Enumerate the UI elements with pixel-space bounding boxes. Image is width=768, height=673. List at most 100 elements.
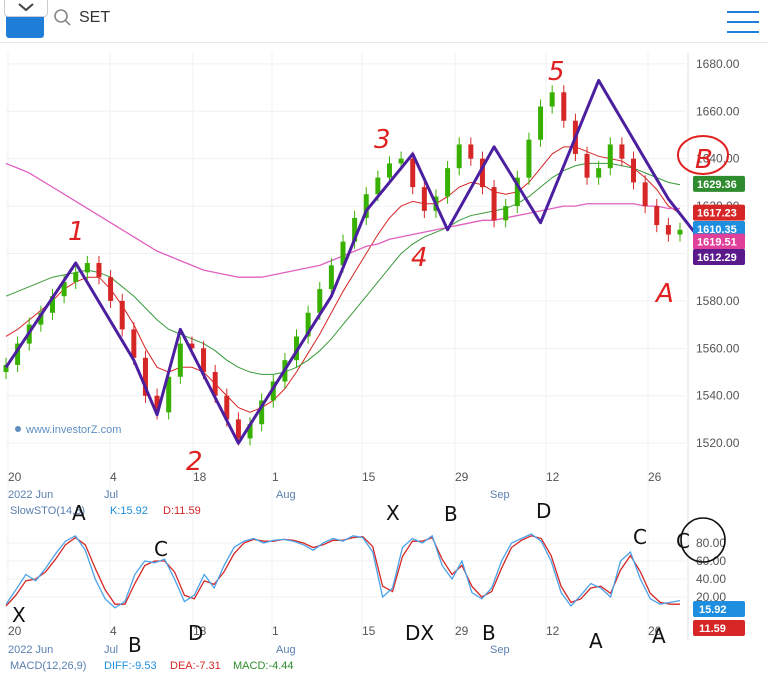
candle-body [584,153,590,178]
ma-line-1 [5,146,681,413]
elliott-wave-path [4,78,717,445]
stoch-mark-label: C [633,525,647,549]
stoch-mark-label: B [128,633,142,657]
stoch-mark-label: C [154,537,168,561]
symbol-label[interactable]: SET [79,9,111,26]
candle-body [166,376,172,413]
x-tick-label: 1 [272,470,279,484]
x-month-label: Jul [104,489,118,501]
top-bar: SET [0,0,768,43]
x-month-label: 2022 Jun [8,489,53,501]
candle-body [619,144,625,159]
watermark-icon [15,426,21,432]
price-badge [693,233,745,250]
stoch-mark-label: A [589,629,603,653]
price-tick-label: 1660.00 [696,104,740,118]
candle-body [201,348,207,373]
candle-body [503,206,509,221]
candle-body [549,92,555,107]
stoch-mark-label: X [386,501,400,525]
candle-body [340,241,346,266]
stoch-x-month-label: Jul [104,644,118,656]
candle-body [108,277,114,301]
candle-body [410,158,416,188]
candle-body [677,229,683,235]
stoch-x-month-label: 2022 Jun [8,644,53,656]
stoch-mark-label: B [444,502,458,526]
candle-body [538,106,544,140]
menu-icon[interactable] [727,6,759,34]
x-tick-label: 4 [110,470,117,484]
candle-body [363,194,369,218]
wave-label-A: A [654,279,674,309]
stoch-x-tick-label: 1 [272,624,279,638]
price-badge-label: 1629.36 [697,179,737,191]
candle-body [212,372,218,396]
candle-body [479,158,485,188]
stoch-x-month-label: Sep [490,644,510,656]
candle-body [15,343,21,365]
price-badge-label: 1610.35 [697,224,737,236]
stoch-d-label: D:11.59 [163,505,201,517]
stoch-title: SlowSTO(14,3) [10,505,85,517]
candle-body [235,419,241,439]
candle-body [3,364,9,373]
candle-body [631,158,637,183]
price-tick-label: 1540.00 [696,389,740,403]
candle-body [526,139,532,178]
chevron-down-icon[interactable] [4,0,48,17]
stoch-tick-label: 20.00 [696,590,726,604]
stoch-badge [693,601,745,617]
candle-body [642,182,648,207]
candle-body [456,144,462,169]
candle-body [654,206,660,226]
macd-name: MACD(12,26,9) [10,660,86,672]
candle-body [177,343,183,377]
candle-body [398,158,404,164]
candle-body [328,265,334,290]
stoch-k-label: K:15.92 [110,505,148,517]
stoch-mark-label: A [72,501,86,525]
x-tick-label: 26 [648,470,662,484]
ma-line-2 [5,162,681,375]
price-tick-label: 1680.00 [696,57,740,71]
x-tick-label: 18 [193,470,207,484]
candle-body [38,312,44,325]
stoch-mark-label: B [482,621,496,645]
stoch-x-tick-label: 20 [8,624,22,638]
x-tick-label: 12 [546,470,560,484]
candle-body [73,272,79,282]
candle-body [305,312,311,337]
candle-body [119,300,125,330]
candle-body [375,177,381,195]
stoch-tick-label: 40.00 [696,572,726,586]
candle-body [259,400,265,425]
candle-body [131,329,137,358]
stoch-mark-label: D [188,621,203,645]
price-badge-label: 1612.29 [697,252,737,264]
stoch-mark-label: DX [405,621,434,645]
candle-body [665,225,671,235]
candle-body [270,381,276,401]
stoch-badge-label: 15.92 [699,604,727,616]
wave-label-3: 3 [374,125,391,155]
candle-body [49,296,55,313]
price-badge-label: 1619.51 [697,237,737,249]
stoch-mark-label: A [652,624,666,648]
stoch-x-tick-label: 18 [193,624,207,638]
x-month-label: Sep [490,489,510,501]
watermark-text: www.investorZ.com [25,424,121,436]
stoch-mark-label: C [676,529,690,553]
macd-dea: DEA:-7.31 [170,660,221,672]
candle-body [317,289,323,313]
candle-body [84,262,90,273]
x-tick-label: 20 [8,470,22,484]
stoch-x-tick-label: 15 [362,624,376,638]
candle-body [247,424,253,439]
wave-label-B: B [695,145,713,175]
candle-body [294,336,300,361]
wave-label-5: 5 [548,57,565,87]
price-tick-label: 1520.00 [696,436,740,450]
price-badge [693,175,745,192]
price-badge [693,249,745,266]
